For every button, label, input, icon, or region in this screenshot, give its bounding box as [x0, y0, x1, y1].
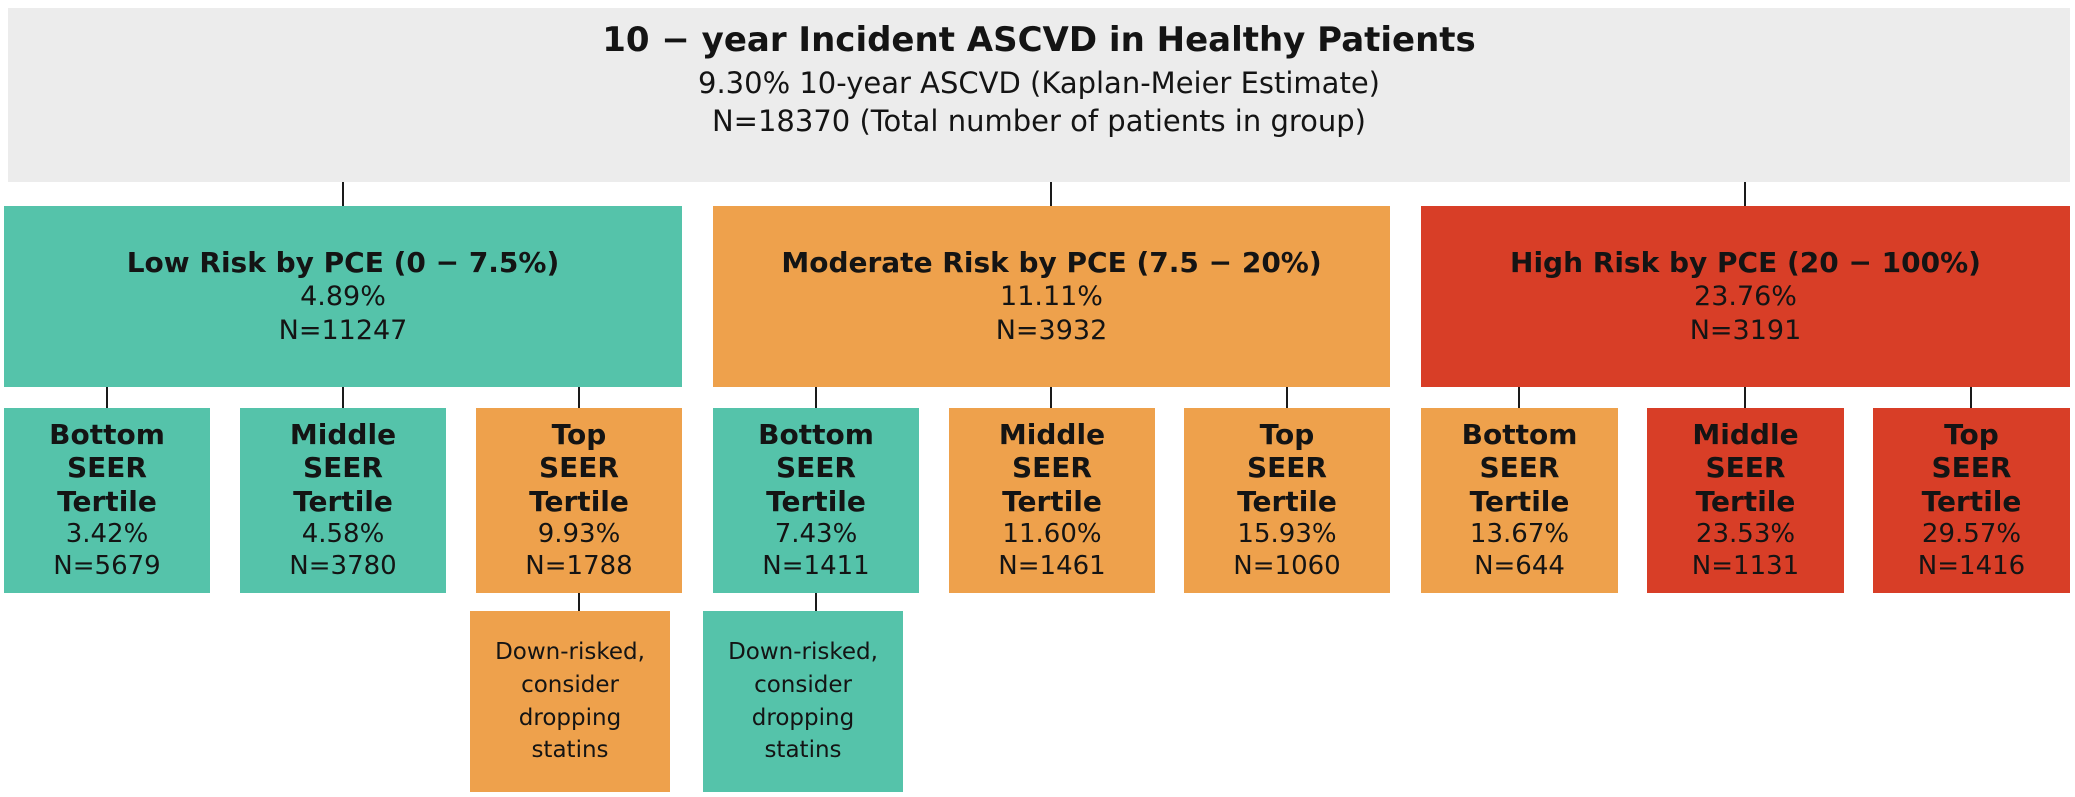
tertile-percent: 4.58%: [301, 518, 385, 549]
tertile-percent: 9.93%: [537, 518, 621, 549]
tertile-count: N=1060: [1233, 551, 1341, 582]
tertile-label: Tertile: [57, 484, 157, 518]
connector-line: [342, 182, 344, 206]
tertile-label: SEER: [303, 451, 383, 485]
connector-line: [106, 387, 108, 408]
root-km-estimate: 9.30% 10-year ASCVD (Kaplan-Meier Estima…: [698, 65, 1380, 100]
tertile-label: SEER: [1705, 451, 1786, 485]
tertile-label: SEER: [1931, 451, 2012, 485]
note-text: Down-risked,: [495, 639, 645, 666]
connector-line: [1744, 182, 1746, 206]
note-node-moderate-bottom: Down-risked, consider dropping statins: [703, 611, 903, 792]
connector-line: [1050, 387, 1052, 408]
tertile-count: N=5679: [53, 551, 161, 582]
connector-line: [1518, 387, 1520, 408]
tertile-label: SEER: [776, 451, 856, 485]
tertile-node-low-top: Top SEER Tertile 9.93% N=1788: [476, 408, 682, 593]
tertile-node-moderate-bottom: Bottom SEER Tertile 7.43% N=1411: [713, 408, 919, 593]
note-node-low-top: Down-risked, consider dropping statins: [470, 611, 670, 792]
tertile-label: Middle: [1692, 418, 1799, 452]
tertile-percent: 23.53%: [1695, 518, 1796, 549]
tertile-node-low-bottom: Bottom SEER Tertile 3.42% N=5679: [4, 408, 210, 593]
note-text: Down-risked,: [728, 639, 878, 666]
tertile-label: Tertile: [1695, 484, 1796, 518]
tertile-label: Tertile: [293, 484, 393, 518]
tertile-label: Bottom: [758, 418, 874, 452]
tertile-percent: 3.42%: [65, 518, 149, 549]
group-count: N=11247: [278, 315, 408, 346]
tertile-label: Tertile: [529, 484, 629, 518]
tertile-label: SEER: [539, 451, 619, 485]
tertile-count: N=3780: [289, 551, 397, 582]
tertile-label: Top: [551, 418, 607, 452]
root-node: 10 − year Incident ASCVD in Healthy Pati…: [8, 8, 2070, 182]
note-text: dropping: [751, 704, 855, 731]
note-text: consider: [754, 671, 852, 698]
tertile-label: Tertile: [1469, 484, 1570, 518]
tertile-label: SEER: [67, 451, 147, 485]
group-count: N=3932: [995, 315, 1108, 346]
group-label: Low Risk by PCE (0 − 7.5%): [126, 246, 560, 280]
tertile-label: Bottom: [49, 418, 165, 452]
tertile-percent: 29.57%: [1921, 518, 2022, 549]
tertile-label: Middle: [998, 418, 1106, 452]
note-text: consider: [521, 671, 619, 698]
connector-line: [578, 593, 580, 611]
tertile-node-high-middle: Middle SEER Tertile 23.53% N=1131: [1647, 408, 1844, 593]
tertile-count: N=1416: [1917, 551, 2026, 582]
group-node-low-risk: Low Risk by PCE (0 − 7.5%) 4.89% N=11247: [4, 206, 682, 387]
connector-line: [342, 387, 344, 408]
tertile-label: SEER: [1479, 451, 1560, 485]
group-count: N=3191: [1689, 315, 1802, 346]
group-label: High Risk by PCE (20 − 100%): [1510, 246, 1981, 280]
tertile-percent: 7.43%: [774, 518, 858, 549]
tertile-label: SEER: [1247, 451, 1327, 485]
connector-line: [815, 593, 817, 611]
connector-line: [815, 387, 817, 408]
tertile-count: N=644: [1474, 551, 1565, 582]
connector-line: [1286, 387, 1288, 408]
group-label: Moderate Risk by PCE (7.5 − 20%): [781, 246, 1322, 280]
note-text: statins: [764, 737, 842, 764]
tertile-count: N=1411: [762, 551, 870, 582]
tertile-node-low-middle: Middle SEER Tertile 4.58% N=3780: [240, 408, 446, 593]
tertile-label: Bottom: [1461, 418, 1578, 452]
tertile-count: N=1461: [998, 551, 1106, 582]
connector-line: [1050, 182, 1052, 206]
tertile-percent: 11.60%: [1002, 518, 1102, 549]
tertile-label: SEER: [1012, 451, 1092, 485]
tertile-percent: 15.93%: [1237, 518, 1337, 549]
note-text: dropping: [518, 704, 622, 731]
group-node-high-risk: High Risk by PCE (20 − 100%) 23.76% N=31…: [1421, 206, 2070, 387]
tertile-label: Tertile: [766, 484, 866, 518]
tertile-label: Tertile: [1002, 484, 1102, 518]
root-patient-count: N=18370 (Total number of patients in gro…: [711, 104, 1366, 139]
connector-line: [1744, 387, 1746, 408]
connector-line: [1970, 387, 1972, 408]
group-node-moderate-risk: Moderate Risk by PCE (7.5 − 20%) 11.11% …: [713, 206, 1390, 387]
tertile-label: Middle: [289, 418, 397, 452]
tertile-count: N=1788: [525, 551, 633, 582]
tertile-label: Tertile: [1921, 484, 2022, 518]
group-percent: 11.11%: [1000, 281, 1103, 313]
tertile-label: Top: [1259, 418, 1315, 452]
tertile-node-high-bottom: Bottom SEER Tertile 13.67% N=644: [1421, 408, 1618, 593]
group-percent: 23.76%: [1694, 281, 1797, 313]
tertile-label: Tertile: [1237, 484, 1337, 518]
page-title: 10 − year Incident ASCVD in Healthy Pati…: [602, 20, 1476, 60]
tertile-node-moderate-top: Top SEER Tertile 15.93% N=1060: [1184, 408, 1390, 593]
tertile-label: Top: [1944, 418, 1999, 452]
tertile-node-high-top: Top SEER Tertile 29.57% N=1416: [1873, 408, 2070, 593]
group-percent: 4.89%: [300, 281, 386, 313]
tertile-percent: 13.67%: [1469, 518, 1570, 549]
connector-line: [578, 387, 580, 408]
tertile-count: N=1131: [1691, 551, 1800, 582]
tertile-node-moderate-middle: Middle SEER Tertile 11.60% N=1461: [949, 408, 1155, 593]
note-text: statins: [531, 737, 609, 764]
